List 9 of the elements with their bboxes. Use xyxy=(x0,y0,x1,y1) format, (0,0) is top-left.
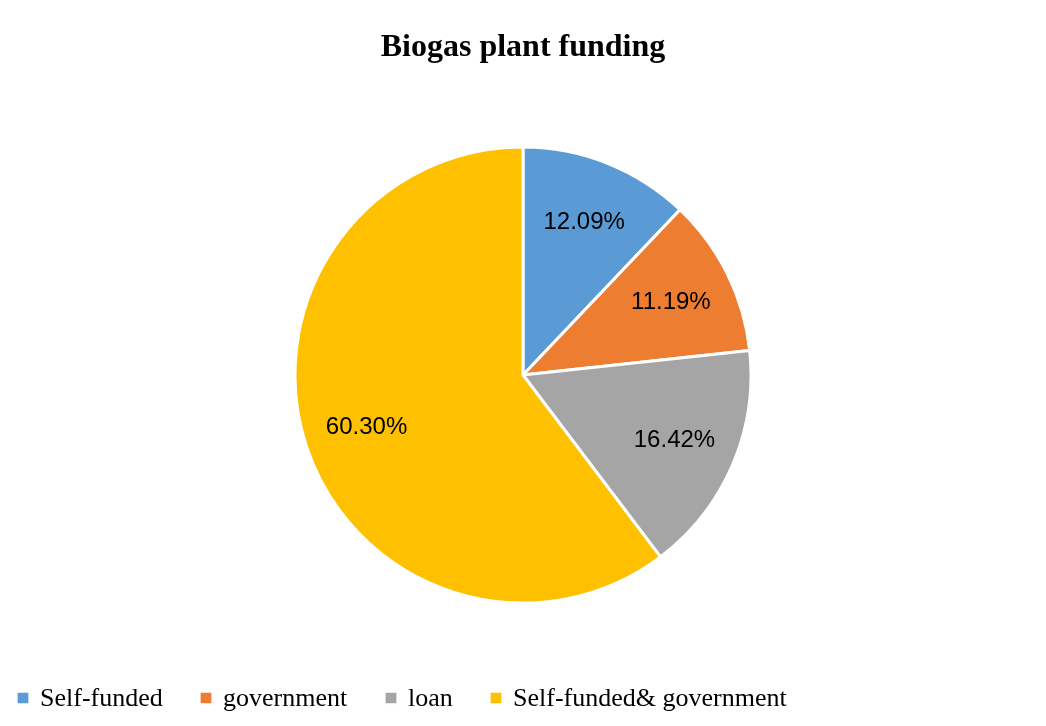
legend-label: government xyxy=(223,683,348,712)
legend-label: Self-funded xyxy=(40,683,163,712)
chart-title: Biogas plant funding xyxy=(380,27,666,63)
data-label: 11.19% xyxy=(631,286,711,314)
data-label: 60.30% xyxy=(325,412,408,440)
data-label: 16.42% xyxy=(633,425,716,453)
legend-label: loan xyxy=(408,683,453,712)
legend-label: Self-funded& government xyxy=(513,683,788,712)
data-label: 12.09% xyxy=(543,206,625,234)
